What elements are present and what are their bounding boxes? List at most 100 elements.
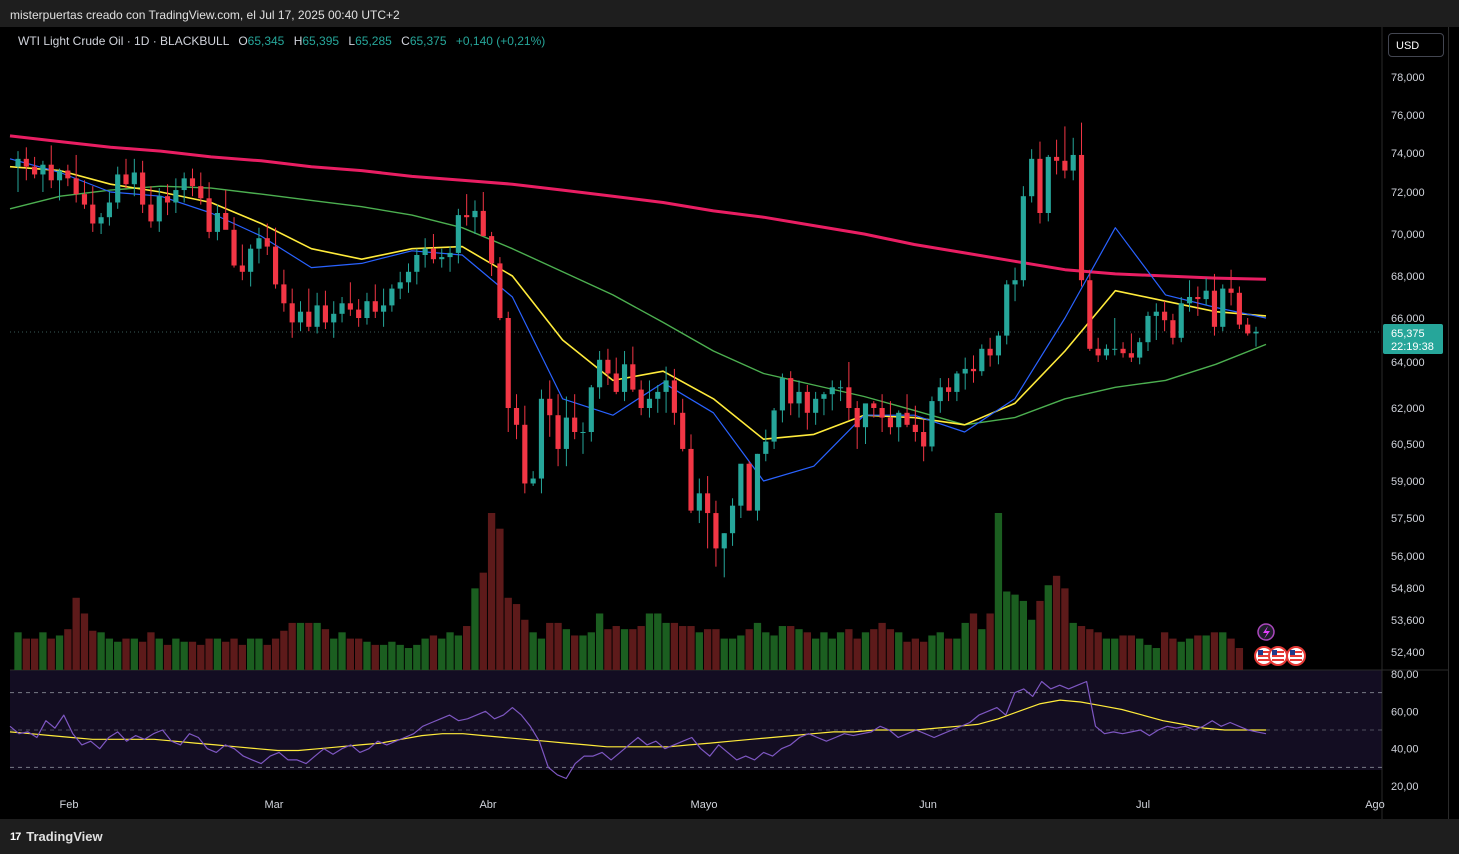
- volume-bar: [687, 626, 695, 670]
- candle-body: [223, 213, 229, 230]
- candle-body: [455, 215, 461, 253]
- volume-bar: [679, 626, 687, 670]
- low-label: L: [348, 34, 356, 48]
- candle-body: [788, 378, 794, 404]
- close-label: C: [401, 34, 410, 48]
- volume-bar: [14, 632, 22, 670]
- flag-stripe: [1290, 659, 1302, 661]
- candle-body: [389, 288, 395, 306]
- candle-body: [821, 394, 827, 399]
- price-tick-label: 78,000: [1391, 72, 1425, 84]
- volume-bar: [861, 632, 870, 670]
- volume-bar: [903, 641, 911, 670]
- volume-bar: [180, 641, 188, 670]
- candle-body: [547, 398, 553, 416]
- volume-bar: [22, 638, 30, 670]
- candle-body: [605, 359, 611, 374]
- flag-stripe: [1258, 655, 1270, 657]
- volume-bar: [1036, 600, 1044, 670]
- volume-bar: [961, 622, 969, 670]
- candle-body: [1236, 292, 1242, 325]
- candle-body: [1004, 284, 1010, 336]
- candle-body: [430, 248, 437, 260]
- candle-body: [929, 401, 935, 447]
- candle-body: [1220, 288, 1226, 327]
- volume-bar: [346, 638, 355, 670]
- candle-body: [73, 178, 79, 195]
- candle-body: [81, 194, 88, 205]
- volume-bar: [986, 613, 994, 670]
- price-tick-label: 66,000: [1391, 313, 1425, 325]
- volume-bar: [1077, 626, 1086, 670]
- volume-bar: [504, 597, 512, 670]
- volume-bar: [305, 622, 313, 670]
- candle-body: [131, 172, 137, 185]
- candle-body: [1070, 154, 1076, 171]
- volume-bar: [778, 626, 787, 670]
- candle-body: [729, 505, 736, 534]
- volume-bar: [936, 632, 944, 670]
- candle-body: [1153, 311, 1159, 316]
- volume-bar: [463, 626, 471, 670]
- rsi-tick-label: 60,00: [1391, 706, 1419, 718]
- rsi-tick-label: 20,00: [1391, 781, 1419, 793]
- candle-body: [846, 387, 852, 408]
- candle-body: [306, 311, 312, 327]
- candle-body: [65, 170, 71, 179]
- candle-body: [1045, 156, 1051, 213]
- price-tick-label: 62,000: [1391, 403, 1425, 415]
- volume-bar: [330, 638, 338, 670]
- volume-bar: [72, 597, 80, 670]
- candle-body: [173, 190, 179, 203]
- candle-body: [1228, 288, 1234, 293]
- candle-body: [156, 196, 162, 222]
- volume-bar: [537, 638, 546, 670]
- volume-bar: [130, 638, 138, 670]
- volume-bar: [703, 629, 712, 670]
- candle-body: [871, 403, 877, 408]
- volume-bar: [1152, 648, 1160, 670]
- candle-body: [339, 303, 345, 314]
- volume-bar: [944, 638, 953, 670]
- volume-bar: [1177, 641, 1185, 670]
- volume-bar: [579, 635, 587, 670]
- tradingview-mark-icon: 17: [10, 830, 21, 843]
- candle-body: [1178, 303, 1184, 338]
- volume-bar: [138, 641, 147, 670]
- volume-bar: [1102, 638, 1111, 670]
- volume-bar: [280, 630, 288, 670]
- volume-bar: [595, 613, 604, 670]
- candle-body: [1211, 290, 1218, 327]
- volume-bar: [114, 641, 122, 670]
- candle-body: [896, 412, 902, 428]
- volume-bar: [521, 619, 529, 670]
- candle-body: [671, 380, 677, 413]
- candle-body: [1170, 320, 1176, 338]
- volume-bar: [147, 632, 155, 670]
- volume-bar: [288, 622, 296, 670]
- rsi-tick-label: 80,00: [1391, 669, 1419, 681]
- volume-bar: [230, 638, 238, 670]
- volume-bar: [338, 632, 346, 670]
- volume-bar: [928, 635, 936, 670]
- candle-body: [663, 380, 669, 392]
- volume-bar: [886, 629, 895, 670]
- volume-bar: [446, 632, 454, 670]
- candle-body: [347, 303, 353, 310]
- volume-bar: [47, 638, 55, 670]
- candle-body: [1203, 290, 1209, 300]
- candle-body: [1186, 297, 1193, 304]
- chart-header: misterpuertas creado con TradingView.com…: [0, 0, 1459, 27]
- candle-body: [281, 284, 287, 304]
- currency-button[interactable]: USD: [1388, 33, 1444, 57]
- candle-body: [464, 215, 470, 218]
- candle-body: [912, 424, 918, 432]
- volume-bar: [396, 644, 404, 670]
- candle-body: [962, 368, 968, 374]
- tradingview-logo[interactable]: 17 TradingView: [10, 829, 103, 844]
- volume-bar: [787, 626, 795, 670]
- candle-body: [297, 311, 304, 323]
- ma200-line: [9, 134, 1267, 281]
- candle-body: [862, 403, 869, 428]
